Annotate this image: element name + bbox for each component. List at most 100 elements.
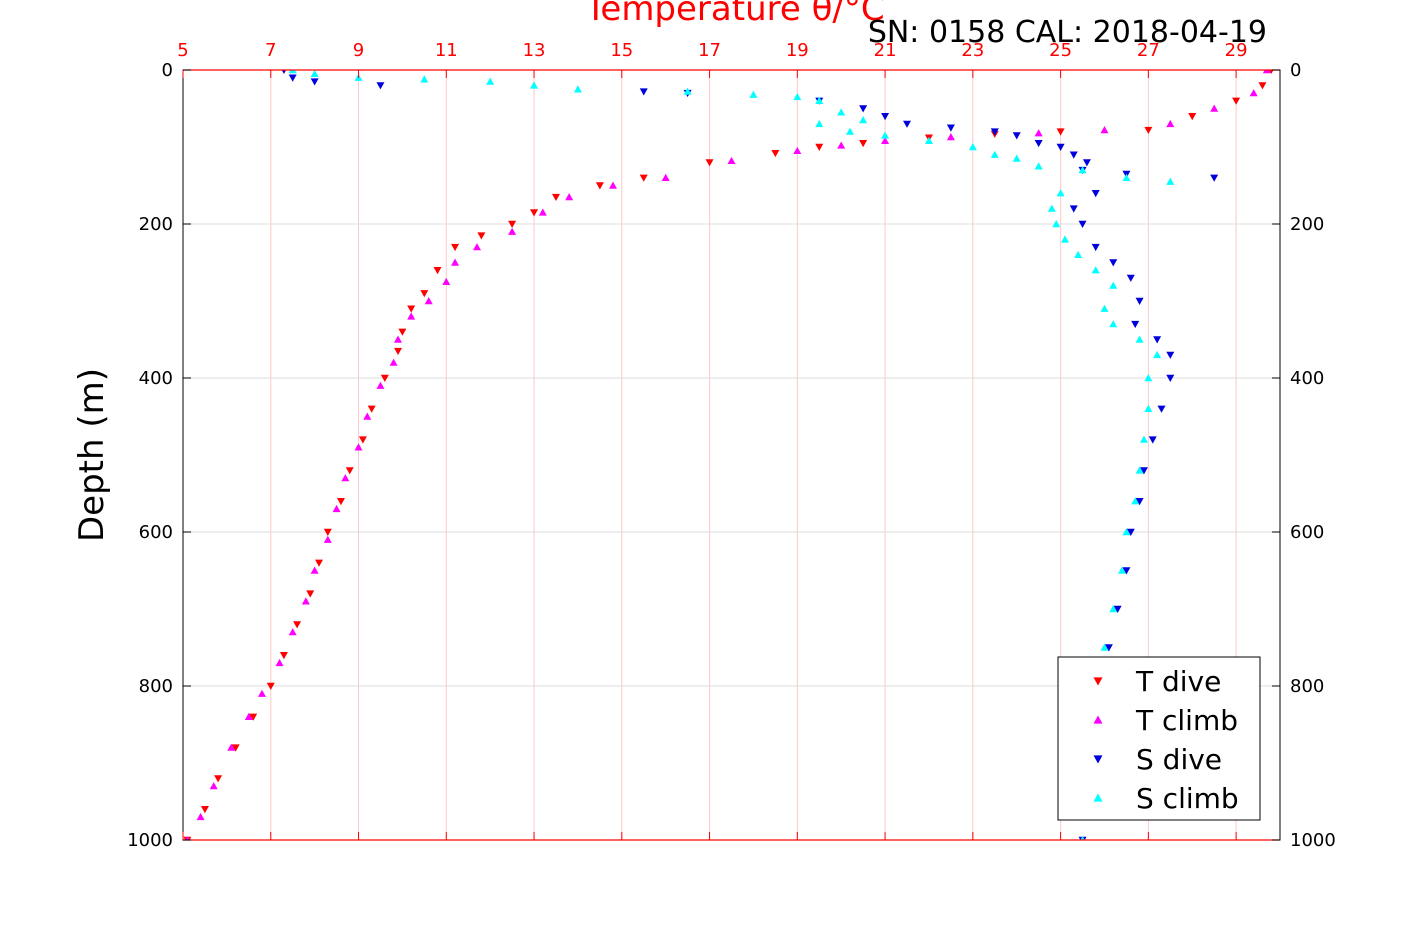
data-point: [424, 297, 433, 305]
data-point: [1210, 104, 1219, 112]
data-point: [275, 658, 284, 667]
data-point: [200, 806, 209, 814]
data-point: [227, 743, 236, 751]
data-point: [1056, 143, 1065, 151]
data-point: [1034, 129, 1043, 137]
data-point: [1109, 259, 1118, 267]
data-point: [1122, 528, 1131, 536]
data-point: [389, 358, 398, 366]
data-point: [1113, 605, 1122, 613]
data-point: [306, 590, 315, 598]
data-point: [281, 70, 287, 74]
data-point: [1012, 132, 1021, 140]
data-point: [639, 174, 648, 182]
data-point: [1188, 113, 1197, 121]
data-point: [1232, 97, 1241, 105]
data-point: [1131, 320, 1140, 329]
chart-title: Temperature θ/°C: [584, 0, 884, 29]
legend: T dive T climb S dive S climb: [1057, 656, 1261, 821]
data-point: [249, 713, 258, 721]
data-point: [288, 74, 297, 82]
data-point: [1144, 404, 1153, 412]
data-point: [609, 181, 618, 189]
y-axis-label: Depth (m): [72, 368, 112, 542]
data-point: [1126, 528, 1135, 536]
data-point: [398, 328, 407, 336]
data-point: [407, 305, 416, 313]
data-point: [1109, 320, 1118, 328]
data-point: [1091, 243, 1100, 252]
data-point: [1074, 250, 1083, 258]
data-point: [1012, 154, 1021, 162]
x-tick-label: 17: [698, 40, 721, 61]
data-point: [1139, 435, 1148, 443]
data-point: [903, 120, 912, 128]
data-point: [477, 232, 486, 240]
data-point: [1091, 190, 1100, 198]
x-tick-label: 11: [435, 40, 458, 61]
data-point: [1109, 281, 1118, 289]
data-point: [1056, 189, 1065, 197]
data-point: [1258, 82, 1267, 90]
data-point: [573, 85, 582, 93]
data-point: [231, 744, 240, 752]
data-point: [315, 559, 324, 567]
x-tick-label: 9: [353, 40, 364, 61]
data-point: [530, 209, 539, 217]
data-point: [394, 347, 403, 356]
data-point: [1166, 177, 1175, 185]
data-point: [1135, 335, 1144, 343]
data-point: [301, 597, 310, 605]
data-point: [793, 92, 802, 101]
x-tick-label: 29: [1225, 40, 1248, 61]
data-point: [1166, 374, 1175, 382]
x-tick-label: 25: [1049, 40, 1072, 61]
data-point: [924, 136, 933, 145]
legend-label: S dive: [1136, 743, 1222, 776]
data-point: [881, 131, 890, 139]
data-point: [1153, 350, 1162, 359]
data-point: [1135, 297, 1144, 305]
data-point: [1080, 836, 1085, 840]
y-tick-label-left: 400: [139, 368, 173, 389]
data-point: [1144, 374, 1153, 382]
y-tick-label-right: 0: [1290, 60, 1301, 81]
data-point: [185, 836, 190, 840]
series-t-climb: [185, 70, 1271, 840]
data-point: [341, 474, 350, 482]
data-point: [1091, 266, 1100, 274]
x-tick-label: 7: [265, 40, 276, 61]
data-point: [310, 78, 319, 86]
data-point: [595, 182, 604, 190]
data-point: [451, 258, 460, 266]
data-point: [244, 712, 253, 720]
legend-marker: [1093, 715, 1103, 724]
data-point: [815, 143, 824, 151]
data-point: [420, 290, 429, 298]
data-point: [1052, 220, 1061, 228]
chart-subtitle: SN: 0158 CAL: 2018-04-19: [868, 15, 1267, 50]
x-tick-label: 15: [610, 40, 633, 61]
data-point: [336, 498, 345, 506]
data-point: [946, 124, 955, 132]
x-tick-label: 27: [1137, 40, 1160, 61]
data-point: [530, 81, 539, 89]
data-point: [837, 141, 846, 149]
data-point: [288, 628, 297, 636]
data-point: [859, 105, 868, 113]
y-tick-label-left: 800: [139, 676, 173, 697]
data-point: [1034, 139, 1043, 148]
data-point: [990, 150, 999, 158]
legend-label: T climb: [1135, 704, 1238, 737]
data-point: [1166, 119, 1175, 128]
data-point: [1078, 220, 1087, 228]
y-tick-label-right: 600: [1290, 522, 1324, 543]
y-tick-label-left: 600: [139, 522, 173, 543]
data-point: [1034, 162, 1043, 170]
legend-marker: [1093, 793, 1103, 802]
data-point: [407, 312, 416, 320]
data-point: [639, 88, 648, 96]
y-tick-label-left: 200: [139, 214, 173, 235]
data-point: [310, 70, 319, 78]
data-point: [1082, 159, 1091, 167]
